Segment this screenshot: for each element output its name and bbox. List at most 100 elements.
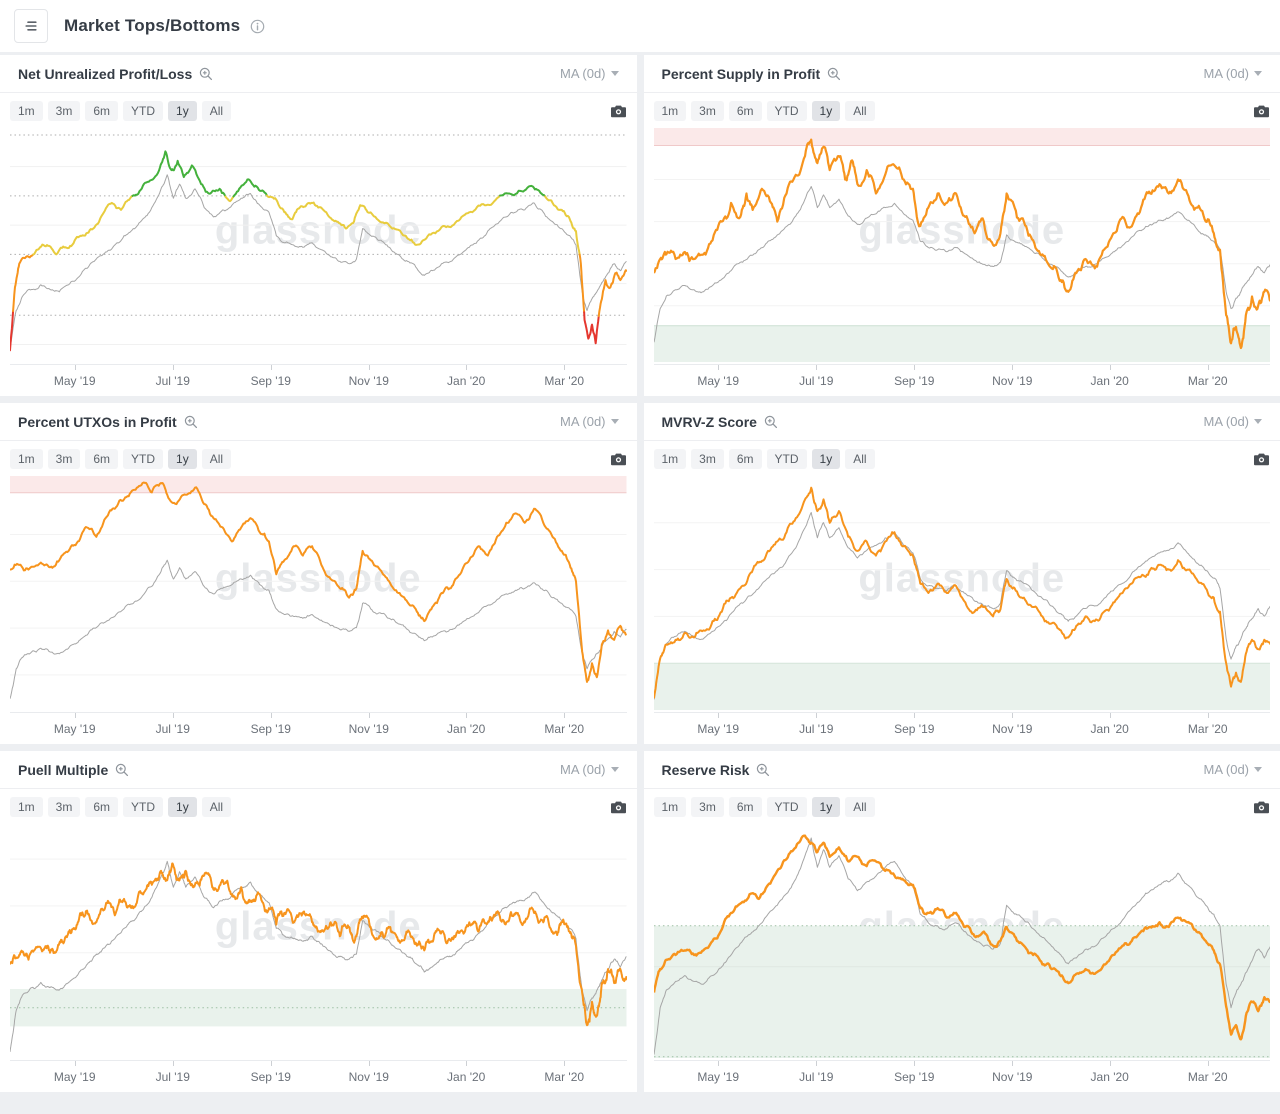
range-button-ytd[interactable]: YTD xyxy=(766,796,807,817)
range-button-ytd[interactable]: YTD xyxy=(123,448,164,469)
panel-toolbar-puell: 1m 3m 6m YTD 1y All xyxy=(0,789,637,824)
range-button-all[interactable]: All xyxy=(201,448,232,469)
axis-label: Mar '20 xyxy=(1187,722,1228,736)
range-button-1y[interactable]: 1y xyxy=(811,448,841,469)
axis-label: Jan '20 xyxy=(447,1070,486,1084)
chevron-down-icon xyxy=(610,71,619,76)
x-axis-puell: May '19 Jul '19 Sep '19 Nov '19 Jan '20 Mar '… xyxy=(10,1060,627,1092)
axis-tick xyxy=(270,713,272,718)
zoom-in-icon[interactable] xyxy=(756,763,770,777)
range-button-3m[interactable]: 3m xyxy=(691,448,724,469)
range-button-1y[interactable]: 1y xyxy=(811,100,841,121)
chart-panel-supply-in-profit: Percent Supply in Profit MA (0d) 1m 3m 6m YTD… xyxy=(643,55,1280,396)
range-button-1m[interactable]: 1m xyxy=(653,796,687,817)
axis-tick xyxy=(270,1061,272,1066)
axis-label: Jul '19 xyxy=(799,722,834,736)
ma-dropdown[interactable]: MA (0d) xyxy=(560,66,619,81)
chart-area-mvrv-z[interactable]: glassnode xyxy=(653,476,1270,710)
range-button-6m[interactable]: 6m xyxy=(728,448,762,469)
axis-tick xyxy=(914,713,916,718)
range-button-ytd[interactable]: YTD xyxy=(766,100,807,121)
axis-label: Mar '20 xyxy=(544,722,585,736)
range-button-1y[interactable]: 1y xyxy=(168,796,197,817)
ma-dropdown[interactable]: MA (0d) xyxy=(1203,762,1262,777)
camera-button[interactable] xyxy=(1253,452,1270,466)
ma-dropdown-label: MA (0d) xyxy=(1203,66,1249,81)
axis-label: May '19 xyxy=(53,722,96,736)
axis-tick xyxy=(368,365,370,370)
range-button-3m[interactable]: 3m xyxy=(47,100,81,121)
zoom-in-icon[interactable] xyxy=(764,415,778,429)
charts-grid: Net Unrealized Profit/Loss MA (0d) 1m 3m 6m Y… xyxy=(0,52,1280,1100)
panel-header-supply-in-profit: Percent Supply in Profit MA (0d) xyxy=(644,55,1280,92)
range-button-3m[interactable]: 3m xyxy=(691,100,724,121)
axis-tick xyxy=(1109,365,1111,370)
range-button-1y[interactable]: 1y xyxy=(168,448,197,469)
range-button-all[interactable]: All xyxy=(201,100,232,121)
range-button-1m[interactable]: 1m xyxy=(10,448,43,469)
zoom-in-icon[interactable] xyxy=(199,67,213,81)
camera-button[interactable] xyxy=(610,800,627,814)
range-button-1y[interactable]: 1y xyxy=(811,796,841,817)
range-button-6m[interactable]: 6m xyxy=(85,796,119,817)
axis-tick xyxy=(1012,365,1014,370)
panel-header-puell: Puell Multiple MA (0d) xyxy=(0,751,637,788)
range-button-all[interactable]: All xyxy=(845,796,875,817)
ma-dropdown[interactable]: MA (0d) xyxy=(560,414,619,429)
panel-toolbar-reserve-risk: 1m 3m 6m YTD 1y All xyxy=(644,789,1280,824)
range-button-1m[interactable]: 1m xyxy=(653,100,687,121)
axis-label: Mar '20 xyxy=(1187,1070,1228,1084)
panel-header-nupl: Net Unrealized Profit/Loss MA (0d) xyxy=(0,55,637,92)
range-button-6m[interactable]: 6m xyxy=(728,100,762,121)
camera-button[interactable] xyxy=(1253,104,1270,118)
ma-dropdown-label: MA (0d) xyxy=(559,414,606,429)
axis-tick xyxy=(172,365,174,370)
chart-title: Net Unrealized Profit/Loss xyxy=(18,65,193,82)
range-button-6m[interactable]: 6m xyxy=(728,796,762,817)
zoom-in-icon[interactable] xyxy=(115,763,129,777)
range-button-all[interactable]: All xyxy=(845,448,875,469)
zoom-in-icon[interactable] xyxy=(827,67,841,81)
ma-dropdown[interactable]: MA (0d) xyxy=(1203,66,1262,81)
axis-label: Jan '20 xyxy=(1090,722,1129,736)
zoom-in-icon[interactable] xyxy=(184,415,198,429)
panel-divider xyxy=(0,788,637,789)
chart-area-supply-in-profit[interactable]: glassnode xyxy=(653,128,1270,362)
range-button-6m[interactable]: 6m xyxy=(85,100,119,121)
range-button-all[interactable]: All xyxy=(845,100,875,121)
chart-title: MVRV-Z Score xyxy=(661,413,757,430)
range-button-3m[interactable]: 3m xyxy=(47,796,81,817)
ma-dropdown-label: MA (0d) xyxy=(1203,762,1249,777)
axis-tick xyxy=(466,365,468,370)
range-button-ytd[interactable]: YTD xyxy=(766,448,807,469)
ma-dropdown[interactable]: MA (0d) xyxy=(560,762,619,777)
range-button-1m[interactable]: 1m xyxy=(10,796,43,817)
axis-label: Jan '20 xyxy=(447,722,486,736)
range-button-1m[interactable]: 1m xyxy=(10,100,43,121)
chart-title: Percent Supply in Profit xyxy=(661,65,821,82)
camera-icon xyxy=(610,105,626,117)
info-icon[interactable] xyxy=(250,19,265,34)
camera-icon xyxy=(610,801,626,813)
chart-area-utxos-in-profit[interactable]: glassnode xyxy=(10,476,627,710)
range-button-3m[interactable]: 3m xyxy=(47,448,81,469)
range-button-ytd[interactable]: YTD xyxy=(123,796,164,817)
axis-label: Jul '19 xyxy=(799,1070,834,1084)
range-button-1y[interactable]: 1y xyxy=(168,100,197,121)
menu-button[interactable] xyxy=(14,9,48,43)
range-button-all[interactable]: All xyxy=(201,796,232,817)
camera-button[interactable] xyxy=(610,104,627,118)
panel-header-mvrv-z: MVRV-Z Score MA (0d) xyxy=(644,403,1280,440)
range-button-ytd[interactable]: YTD xyxy=(123,100,164,121)
chart-area-nupl[interactable]: glassnode xyxy=(10,128,627,362)
range-button-1m[interactable]: 1m xyxy=(653,448,687,469)
chart-svg-nupl xyxy=(10,134,627,362)
camera-button[interactable] xyxy=(610,452,627,466)
range-button-3m[interactable]: 3m xyxy=(691,796,724,817)
chart-area-puell[interactable]: glassnode xyxy=(10,824,627,1058)
chart-area-reserve-risk[interactable]: glassnode xyxy=(653,824,1270,1058)
ma-dropdown[interactable]: MA (0d) xyxy=(1203,414,1262,429)
app-header: Market Tops/Bottoms xyxy=(0,0,1280,52)
camera-button[interactable] xyxy=(1253,800,1270,814)
range-button-6m[interactable]: 6m xyxy=(85,448,119,469)
